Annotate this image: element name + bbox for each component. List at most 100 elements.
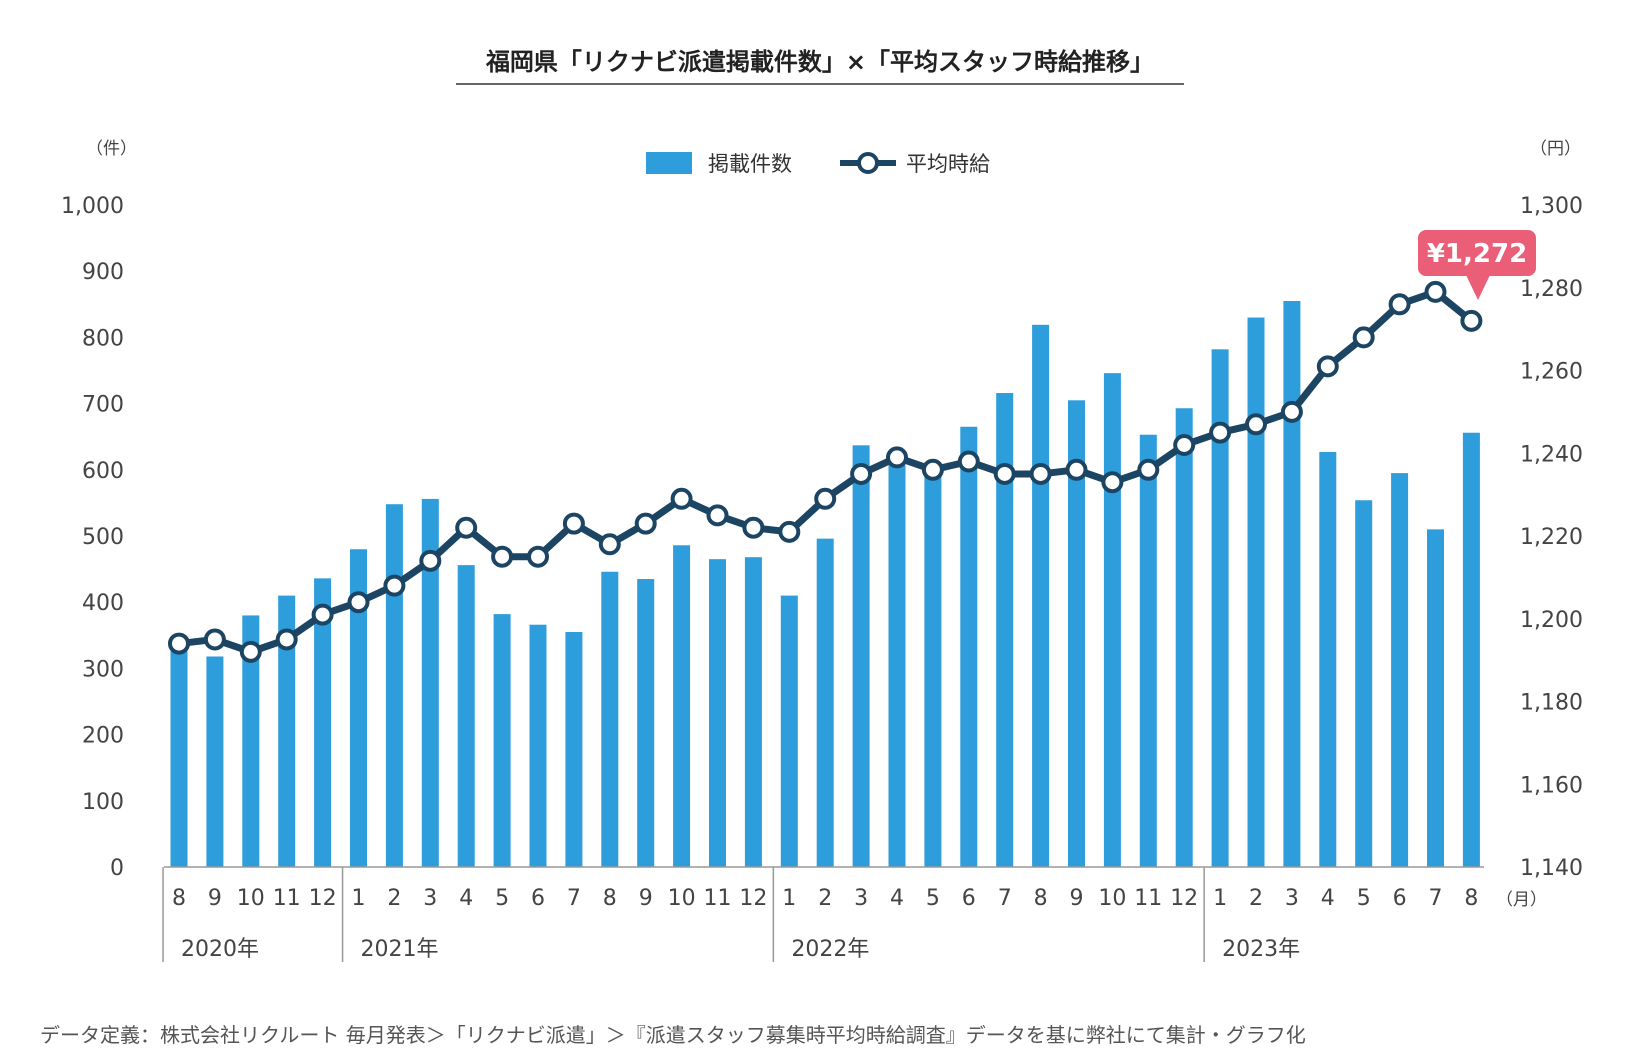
left-tick-label: 900	[82, 260, 124, 285]
right-axis-ticks: 1,140 1,160 1,180 1,200 1,220 1,240 1,260 1,280…	[1520, 194, 1583, 881]
bar	[744, 557, 762, 867]
bar	[1427, 529, 1444, 867]
month-label: 12	[309, 886, 337, 911]
left-tick-label: 1,000	[61, 194, 124, 219]
bar	[170, 645, 188, 867]
bar	[1103, 373, 1121, 867]
bar	[601, 571, 619, 867]
left-tick-label: 400	[82, 591, 124, 616]
bar	[816, 538, 834, 867]
right-tick-label: 1,240	[1520, 442, 1583, 467]
bar-series	[170, 300, 1480, 867]
wage-point	[1065, 458, 1088, 481]
legend-bar-label: 掲載件数	[708, 152, 792, 176]
legend-line-marker	[857, 152, 879, 174]
month-label: 8	[1034, 886, 1048, 911]
month-label: 2	[387, 886, 401, 911]
wage-point	[1245, 413, 1267, 436]
year-labels: 2020年 2021年 2022年 2023年	[162, 867, 1300, 962]
wage-point	[1137, 458, 1160, 481]
right-axis-unit: （円）	[1530, 139, 1581, 159]
right-tick-label: 1,260	[1520, 360, 1583, 385]
month-label: 11	[273, 886, 301, 911]
wage-point	[1209, 421, 1232, 444]
month-unit: （月）	[1496, 890, 1547, 910]
month-label: 7	[567, 886, 581, 911]
month-label: 12	[739, 886, 767, 911]
month-label: 4	[459, 886, 473, 911]
bar	[1211, 349, 1229, 867]
wage-point	[1316, 355, 1339, 378]
wage-point	[634, 512, 657, 535]
month-label: 7	[1429, 886, 1443, 911]
left-tick-label: 100	[82, 790, 124, 815]
bar	[1355, 500, 1373, 867]
wage-point	[1101, 471, 1124, 494]
month-label: 11	[704, 886, 732, 911]
bar	[960, 426, 978, 867]
wage-point	[1388, 293, 1411, 316]
wage-point	[598, 533, 621, 556]
wage-point	[1352, 326, 1375, 349]
bar	[457, 565, 475, 867]
year-label: 2020年	[181, 937, 259, 962]
wage-point	[778, 520, 801, 543]
right-tick-label: 1,200	[1520, 608, 1583, 633]
month-label: 3	[854, 886, 868, 911]
month-label: 6	[962, 886, 976, 911]
wage-point	[383, 574, 406, 597]
month-label: 9	[1070, 886, 1084, 911]
legend: 掲載件数 平均時給	[646, 152, 990, 176]
month-label: 7	[998, 886, 1012, 911]
wage-point	[1029, 462, 1052, 485]
bar	[529, 624, 547, 867]
wage-point	[311, 603, 334, 626]
month-label: 10	[1098, 886, 1126, 911]
bar	[242, 615, 260, 867]
month-label: 11	[1134, 886, 1162, 911]
month-label: 8	[172, 886, 186, 911]
left-tick-label: 200	[82, 724, 124, 749]
bar	[637, 579, 655, 867]
bar	[996, 393, 1014, 867]
wage-point	[1460, 309, 1483, 332]
latest-value-callout: ¥1,272	[1418, 230, 1536, 300]
month-label: 9	[639, 886, 653, 911]
left-tick-label: 600	[82, 459, 124, 484]
month-label: 6	[1393, 886, 1407, 911]
month-label: 4	[1321, 886, 1335, 911]
bar	[1247, 317, 1265, 867]
wage-point	[347, 591, 370, 614]
bar	[421, 498, 439, 867]
right-tick-label: 1,140	[1520, 856, 1583, 881]
year-label: 2022年	[791, 937, 869, 962]
wage-point	[993, 462, 1016, 485]
right-tick-label: 1,180	[1520, 691, 1583, 716]
wage-point	[921, 458, 944, 481]
legend-bar-swatch	[646, 152, 692, 174]
wage-point	[275, 628, 298, 651]
wage-point	[1424, 280, 1447, 303]
month-label: 5	[495, 886, 509, 911]
bar	[565, 631, 583, 867]
month-label: 4	[890, 886, 904, 911]
wage-point	[1280, 400, 1303, 423]
bar	[852, 445, 870, 867]
callout-text: ¥1,272	[1427, 239, 1527, 269]
wage-point	[419, 549, 442, 572]
bar	[314, 578, 332, 867]
wage-point	[670, 487, 693, 510]
source-note: データ定義：株式会社リクルート 毎月発表＞「リクナビ派遣」＞『派遣スタッフ募集時…	[40, 1023, 1306, 1047]
month-label: 5	[926, 886, 940, 911]
bar	[888, 465, 906, 867]
year-label: 2023年	[1222, 937, 1300, 962]
right-tick-label: 1,160	[1520, 773, 1583, 798]
line-series	[168, 280, 1483, 663]
bar	[206, 656, 224, 867]
bar	[1068, 400, 1085, 867]
right-tick-label: 1,300	[1520, 194, 1583, 219]
bar	[924, 472, 942, 867]
month-label: 9	[208, 886, 222, 911]
wage-point	[527, 545, 549, 568]
wage-point	[239, 640, 262, 663]
